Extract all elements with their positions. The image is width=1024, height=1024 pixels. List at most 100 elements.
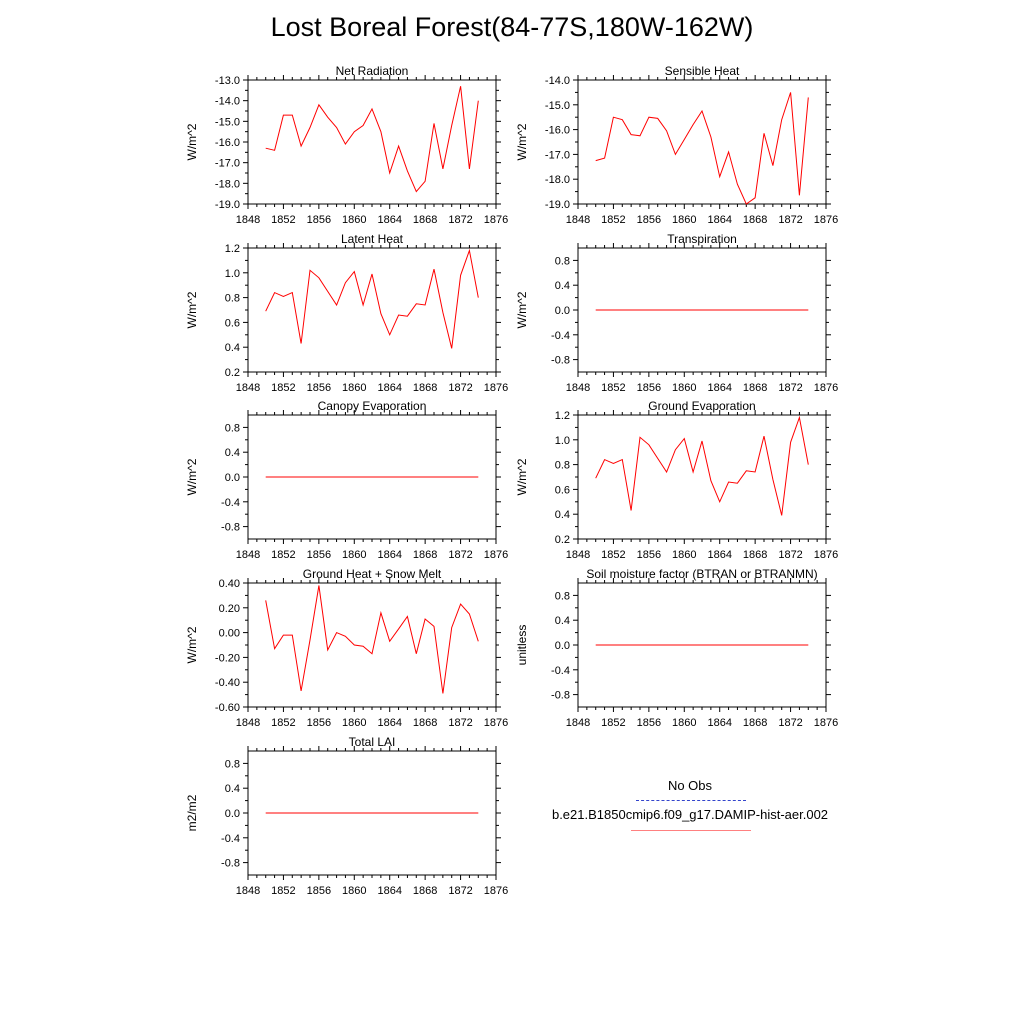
y-tick-label: 1.2 (555, 410, 570, 422)
y-axis-label: W/m^2 (185, 291, 199, 328)
x-tick-label: 1848 (236, 382, 260, 394)
y-tick-label: -13.0 (215, 75, 240, 87)
y-tick-label: 0.0 (555, 305, 570, 317)
series-line (265, 585, 479, 694)
y-tick-label: -19.0 (545, 199, 570, 211)
x-tick-label: 1864 (377, 885, 401, 897)
y-tick-label: 0.4 (555, 509, 570, 521)
x-tick-label: 1876 (814, 717, 838, 729)
x-tick-label: 1864 (377, 382, 401, 394)
y-tick-label: -14.0 (545, 75, 570, 87)
panel-title: Ground Heat + Snow Melt (303, 567, 442, 581)
x-tick-label: 1864 (707, 549, 731, 561)
legend-model-label: b.e21.B1850cmip6.f09_g17.DAMIP-hist-aer.… (551, 807, 829, 822)
x-tick-label: 1848 (566, 717, 590, 729)
y-tick-label: 1.0 (225, 268, 240, 280)
x-tick-label: 1872 (448, 549, 472, 561)
x-tick-label: 1852 (271, 549, 295, 561)
y-tick-label: 0.0 (555, 640, 570, 652)
y-tick-label: 1.0 (555, 435, 570, 447)
y-tick-label: -15.0 (545, 100, 570, 112)
x-tick-label: 1868 (743, 549, 767, 561)
y-tick-label: 0.8 (225, 293, 240, 305)
x-tick-label: 1848 (236, 214, 260, 226)
y-tick-label: 0.6 (225, 317, 240, 329)
y-axis-label: W/m^2 (515, 458, 529, 495)
series-line (595, 415, 809, 516)
x-tick-label: 1872 (778, 214, 802, 226)
y-tick-label: 0.2 (225, 367, 240, 379)
y-tick-label: 0.6 (555, 484, 570, 496)
y-tick-label: -0.4 (221, 833, 240, 845)
y-tick-label: -0.8 (551, 690, 570, 702)
y-tick-label: 0.4 (225, 447, 240, 459)
x-tick-label: 1848 (566, 382, 590, 394)
y-tick-label: 0.8 (225, 422, 240, 434)
x-tick-label: 1864 (707, 382, 731, 394)
panel-5: Canopy Evaporation W/m^2 1848 1852 1856 1860 1… (185, 399, 508, 561)
panel-title: Canopy Evaporation (318, 399, 427, 413)
plot-frame (247, 79, 497, 205)
y-tick-label: -0.20 (215, 652, 240, 664)
x-tick-label: 1864 (707, 717, 731, 729)
x-tick-label: 1872 (448, 717, 472, 729)
y-tick-label: 0.4 (555, 280, 570, 292)
x-tick-label: 1852 (271, 885, 295, 897)
x-tick-label: 1848 (236, 717, 260, 729)
y-tick-label: -17.0 (545, 149, 570, 161)
y-tick-label: 0.0 (225, 808, 240, 820)
y-tick-label: -0.8 (221, 858, 240, 870)
x-tick-label: 1848 (236, 549, 260, 561)
figure-title: Lost Boreal Forest(84-77S,180W-162W) (270, 12, 754, 42)
x-tick-label: 1876 (484, 382, 508, 394)
plot-frame (247, 582, 497, 708)
x-tick-label: 1860 (342, 382, 366, 394)
x-tick-label: 1868 (743, 717, 767, 729)
x-tick-label: 1872 (448, 885, 472, 897)
x-tick-label: 1860 (342, 549, 366, 561)
x-tick-label: 1852 (601, 382, 625, 394)
y-tick-label: -14.0 (215, 96, 240, 108)
x-tick-label: 1860 (342, 717, 366, 729)
y-tick-label: -0.40 (215, 677, 240, 689)
y-axis-label: W/m^2 (185, 123, 199, 160)
y-tick-label: -15.0 (215, 116, 240, 128)
x-tick-label: 1868 (413, 214, 437, 226)
y-tick-label: -16.0 (545, 125, 570, 137)
panel-4: Transpiration W/m^2 1848 1852 1856 1860 1864 18… (515, 232, 838, 394)
x-tick-label: 1872 (448, 214, 472, 226)
x-tick-label: 1864 (377, 549, 401, 561)
panel-6: Ground Evaporation W/m^2 1848 1852 1856 1860 1… (515, 399, 838, 561)
y-tick-label: -18.0 (545, 174, 570, 186)
x-tick-label: 1868 (413, 549, 437, 561)
legend-obs-swatch (636, 800, 746, 801)
panel-7: Ground Heat + Snow Melt W/m^2 1848 1852 1856… (185, 567, 508, 729)
x-tick-label: 1876 (814, 214, 838, 226)
x-tick-label: 1876 (484, 885, 508, 897)
series-line (265, 86, 479, 193)
panel-title: Ground Evaporation (648, 399, 755, 413)
panel-1: Net Radiation W/m^2 1848 1852 1856 1860 1864 18… (185, 64, 508, 226)
y-tick-label: 0.4 (555, 615, 570, 627)
panel-3: Latent Heat W/m^2 1848 1852 1856 1860 1864 1868… (185, 232, 508, 394)
x-tick-label: 1856 (307, 382, 331, 394)
y-tick-label: -0.4 (221, 497, 240, 509)
y-tick-label: 0.8 (555, 590, 570, 602)
legend-obs-label: No Obs (667, 778, 713, 793)
y-tick-label: -0.4 (551, 330, 570, 342)
panel-title: Net Radiation (336, 64, 409, 78)
panel-title: Total LAI (349, 735, 396, 749)
y-tick-label: 0.2 (555, 534, 570, 546)
series-line (265, 248, 479, 349)
y-tick-label: 0.8 (555, 255, 570, 267)
y-tick-label: -18.0 (215, 178, 240, 190)
x-tick-label: 1852 (601, 214, 625, 226)
x-tick-label: 1856 (307, 549, 331, 561)
y-tick-label: 0.8 (555, 460, 570, 472)
y-axis-label: unitless (515, 625, 529, 666)
x-tick-label: 1856 (307, 885, 331, 897)
x-tick-label: 1872 (448, 382, 472, 394)
plot-frame (247, 247, 497, 373)
